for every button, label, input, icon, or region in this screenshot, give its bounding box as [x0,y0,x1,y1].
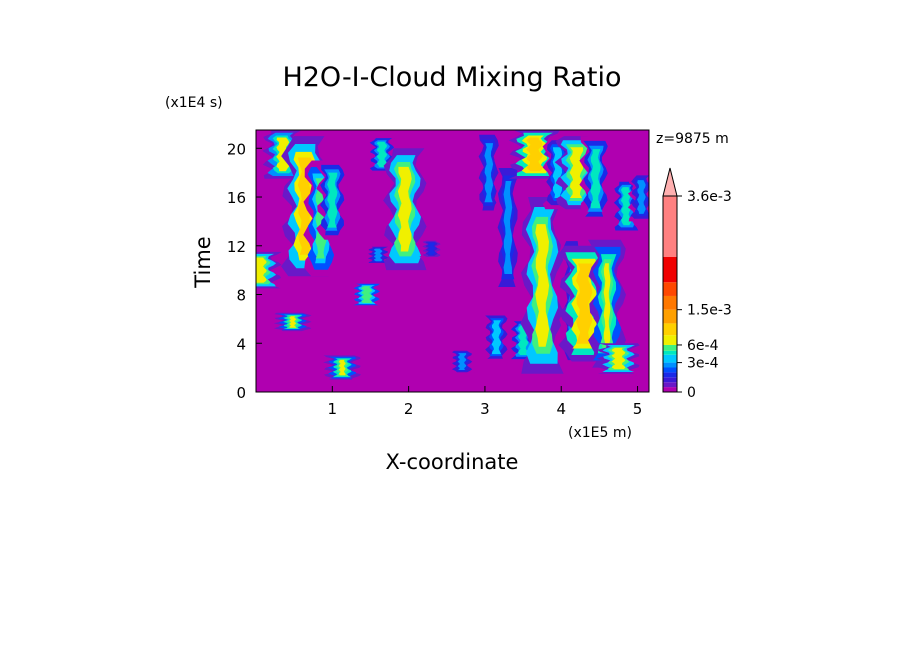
colorbar-segment [663,309,677,324]
contour-band [379,142,385,166]
cloud-feature [579,136,612,222]
contour-band [400,170,409,248]
x-scale-label: (x1E5 m) [568,425,632,441]
colorbar-segment [663,295,677,310]
contour-band [592,151,599,206]
cloud-features [256,130,649,380]
level-annotation: z=9875 m [656,131,729,147]
y-tick-label: 16 [227,189,246,207]
colorbar-segment [663,282,677,296]
colorbar-max-arrow [662,167,678,197]
contour-band [256,258,264,282]
contour-band [614,348,623,369]
x-tick-label: 3 [480,400,490,418]
cloud-feature [316,160,349,240]
colorbar-segment [663,323,677,336]
contour-band [572,149,581,196]
colorbar-segment [663,367,677,373]
cloud-feature [520,197,564,374]
x-tick-label: 2 [404,400,414,418]
contour-band [538,229,547,342]
cloud-feature [256,251,282,289]
cloud-feature [448,349,476,374]
cloud-feature [383,148,427,271]
colorbar-segment [663,387,677,392]
colorbar-label: 1.5e-3 [687,303,732,319]
cloud-feature [588,239,626,368]
contour-band [338,359,346,376]
x-axis-ticks: 1 2 3 4 5 [328,386,643,418]
cloud-feature [627,172,649,222]
x-tick-label: 4 [556,400,566,418]
colorbar-segment [663,344,677,351]
contour-band [459,353,465,370]
colorbar-segment [663,196,677,257]
contour-band [529,139,540,170]
y-tick-label: 8 [236,287,246,305]
y-axis-label: Time [191,236,215,288]
colorbar-frame [662,195,678,393]
y-tick-label: 4 [236,335,246,353]
contour-band [623,188,629,224]
contour-band [520,326,526,354]
colorbar-segment [663,382,677,388]
cloud-feature [349,282,385,307]
x-tick-label: 5 [633,400,643,418]
cloud-feature [419,239,444,258]
contour-band [486,145,492,200]
cloud-feature [364,245,392,264]
colorbar-segment [663,256,677,283]
y-tick-label: 20 [227,140,246,158]
contour-band [493,321,499,353]
contour-band [329,175,336,226]
colorbar-label: 0 [687,385,696,401]
colorbar-segment [663,350,677,355]
cloud-feature [596,343,640,374]
contour-band [505,185,511,270]
cloud-feature [323,355,362,380]
cloud-feature [494,160,522,295]
colorbar: 0 3e-4 6e-4 1.5e-3 3.6e-3 [662,167,732,401]
x-axis-label: X-coordinate [386,450,519,474]
y-scale-label: (x1E4 s) [165,95,223,111]
colorbar-segment [663,372,677,378]
contour-band [638,181,644,213]
plot-area [255,129,650,393]
contour-band [579,267,589,341]
colorbar-label: 3.6e-3 [687,189,732,205]
cloud-feature [609,178,643,234]
y-axis-ticks: 0 4 8 12 16 20 [227,140,262,402]
plot-frame [255,129,650,393]
y-tick-label: 0 [236,384,246,402]
contour-band [429,243,434,255]
contour-band [375,249,381,261]
colorbar-segment [663,335,677,345]
cloud-feature [481,312,512,362]
contour-band [289,316,296,328]
contour-band [363,286,370,303]
colorbar-segment [663,362,677,368]
chart-title: H2O-I-Cloud Mixing Ratio [282,62,621,93]
x-tick-label: 1 [328,400,338,418]
y-tick-label: 12 [227,238,246,256]
colorbar-label: 3e-4 [687,356,719,372]
cloud-feature [273,312,312,332]
colorbar-segment [663,377,677,383]
colorbar-segment [663,354,677,363]
cloud-feature [475,130,503,216]
contour-band [603,263,611,344]
colorbar-label: 6e-4 [687,338,719,354]
